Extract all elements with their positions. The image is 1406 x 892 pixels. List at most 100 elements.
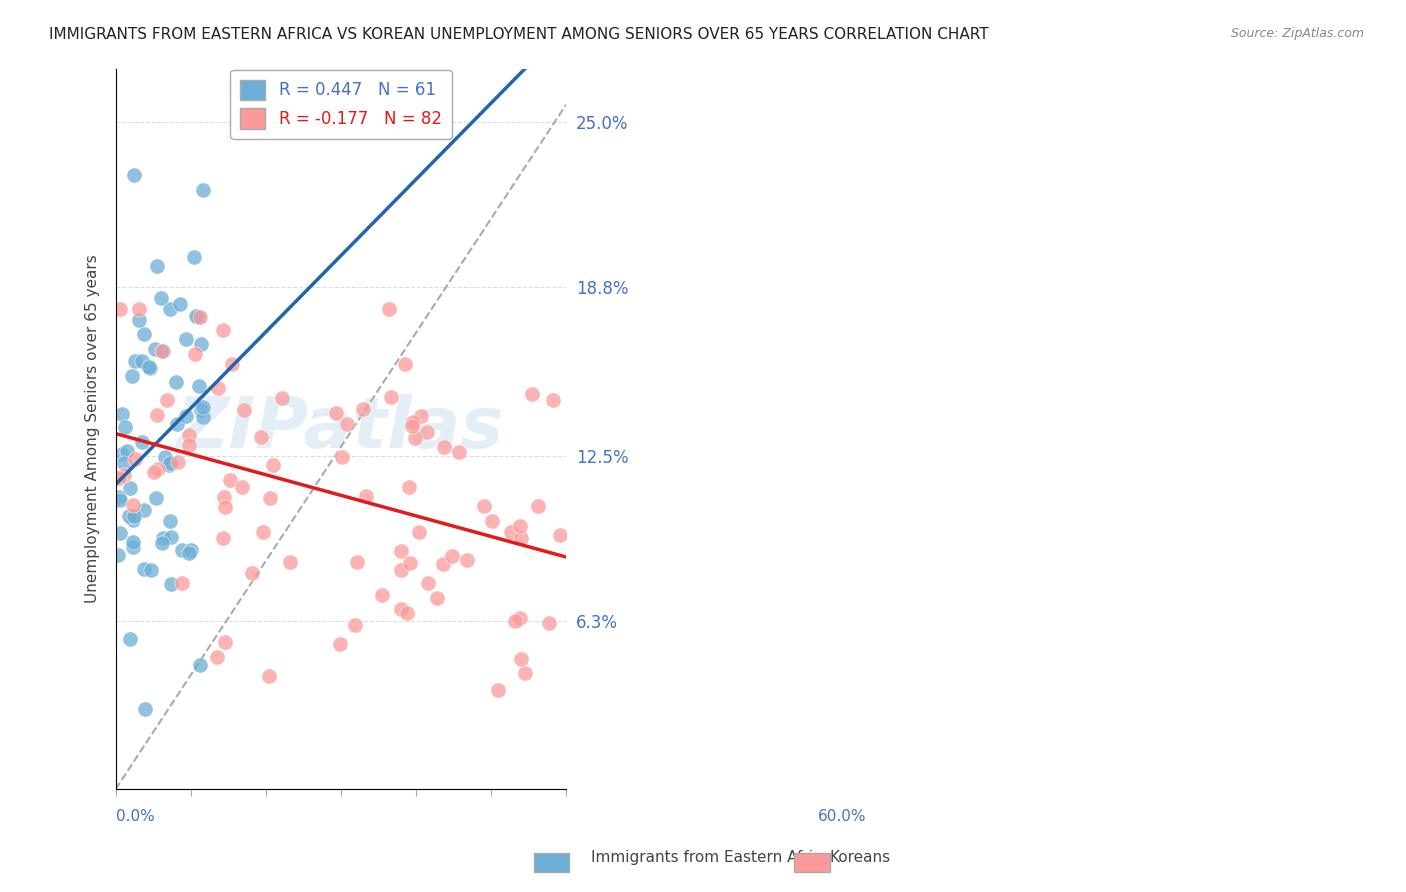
Point <box>110 525 132 540</box>
Point <box>121 541 143 555</box>
Point <box>447 445 470 459</box>
Point <box>110 493 132 508</box>
Point <box>401 419 423 434</box>
Legend: R = 0.447   N = 61, R = -0.177   N = 82: R = 0.447 N = 61, R = -0.177 N = 82 <box>231 70 451 138</box>
Text: Immigrants from Eastern Africa: Immigrants from Eastern Africa <box>591 850 831 865</box>
Point <box>207 381 229 395</box>
Point <box>426 591 449 606</box>
Point <box>138 360 160 375</box>
Point <box>352 402 374 417</box>
Point <box>170 575 193 590</box>
Point <box>188 310 211 324</box>
Point <box>441 549 464 563</box>
Text: IMMIGRANTS FROM EASTERN AFRICA VS KOREAN UNEMPLOYMENT AMONG SENIORS OVER 65 YEAR: IMMIGRANTS FROM EASTERN AFRICA VS KOREAN… <box>49 27 988 42</box>
Point <box>128 301 150 316</box>
Text: ZIPatlas: ZIPatlas <box>177 394 505 463</box>
Point <box>408 525 430 540</box>
Text: Koreans: Koreans <box>830 850 890 865</box>
Point <box>522 386 544 401</box>
Point <box>472 499 495 513</box>
Point <box>110 447 132 461</box>
Point <box>170 543 193 558</box>
Point <box>122 498 145 512</box>
Point <box>177 438 200 452</box>
Point <box>329 637 352 651</box>
Point <box>389 563 412 577</box>
Point <box>402 415 425 429</box>
Point <box>510 531 533 545</box>
Point <box>159 576 181 591</box>
Point <box>146 259 169 273</box>
Point <box>145 491 167 506</box>
Point <box>543 392 565 407</box>
Point <box>259 491 281 505</box>
Point <box>191 183 214 197</box>
Point <box>481 514 503 528</box>
Point <box>150 343 173 358</box>
Point <box>233 403 256 417</box>
Point <box>122 169 145 183</box>
Point <box>139 563 162 577</box>
Text: 0.0%: 0.0% <box>115 809 155 824</box>
Point <box>120 481 142 495</box>
Point <box>486 682 509 697</box>
Point <box>177 427 200 442</box>
Point <box>398 480 420 494</box>
Point <box>152 344 174 359</box>
Point <box>218 473 240 487</box>
Point <box>146 408 169 422</box>
Point <box>191 400 214 414</box>
Point <box>212 531 235 545</box>
Point <box>148 461 170 475</box>
Point <box>190 403 212 417</box>
Point <box>131 434 153 449</box>
Point <box>212 323 235 337</box>
Point <box>159 514 181 528</box>
Point <box>214 500 236 515</box>
Point <box>332 450 354 464</box>
Point <box>257 669 280 683</box>
Point <box>336 417 359 432</box>
Point <box>110 301 132 316</box>
Point <box>149 291 172 305</box>
Point <box>124 354 146 368</box>
Point <box>121 369 143 384</box>
Point <box>205 650 228 665</box>
Point <box>132 326 155 341</box>
Point <box>107 471 129 485</box>
Point <box>139 361 162 376</box>
Point <box>165 376 187 390</box>
Point <box>122 508 145 523</box>
Point <box>389 544 412 558</box>
Point <box>108 490 131 504</box>
Point <box>124 451 146 466</box>
Y-axis label: Unemployment Among Seniors over 65 years: Unemployment Among Seniors over 65 years <box>86 254 100 603</box>
Point <box>111 407 134 421</box>
Point <box>394 358 416 372</box>
Point <box>416 576 439 591</box>
Point <box>231 480 253 494</box>
Point <box>150 535 173 549</box>
Point <box>159 456 181 470</box>
Point <box>166 417 188 432</box>
Point <box>174 409 197 423</box>
Point <box>121 513 143 527</box>
Point <box>184 346 207 360</box>
Point <box>433 440 456 454</box>
Point <box>118 509 141 524</box>
Point <box>380 390 402 404</box>
Point <box>343 618 366 632</box>
Point <box>378 301 401 316</box>
Point <box>156 393 179 408</box>
Point <box>107 549 129 563</box>
Point <box>120 632 142 646</box>
Point <box>112 456 135 470</box>
Point <box>153 450 176 464</box>
Point <box>157 458 180 472</box>
Point <box>169 297 191 311</box>
Point <box>346 555 368 569</box>
Text: Source: ZipAtlas.com: Source: ZipAtlas.com <box>1230 27 1364 40</box>
Text: 60.0%: 60.0% <box>818 809 866 824</box>
Point <box>177 546 200 560</box>
Point <box>505 614 527 628</box>
